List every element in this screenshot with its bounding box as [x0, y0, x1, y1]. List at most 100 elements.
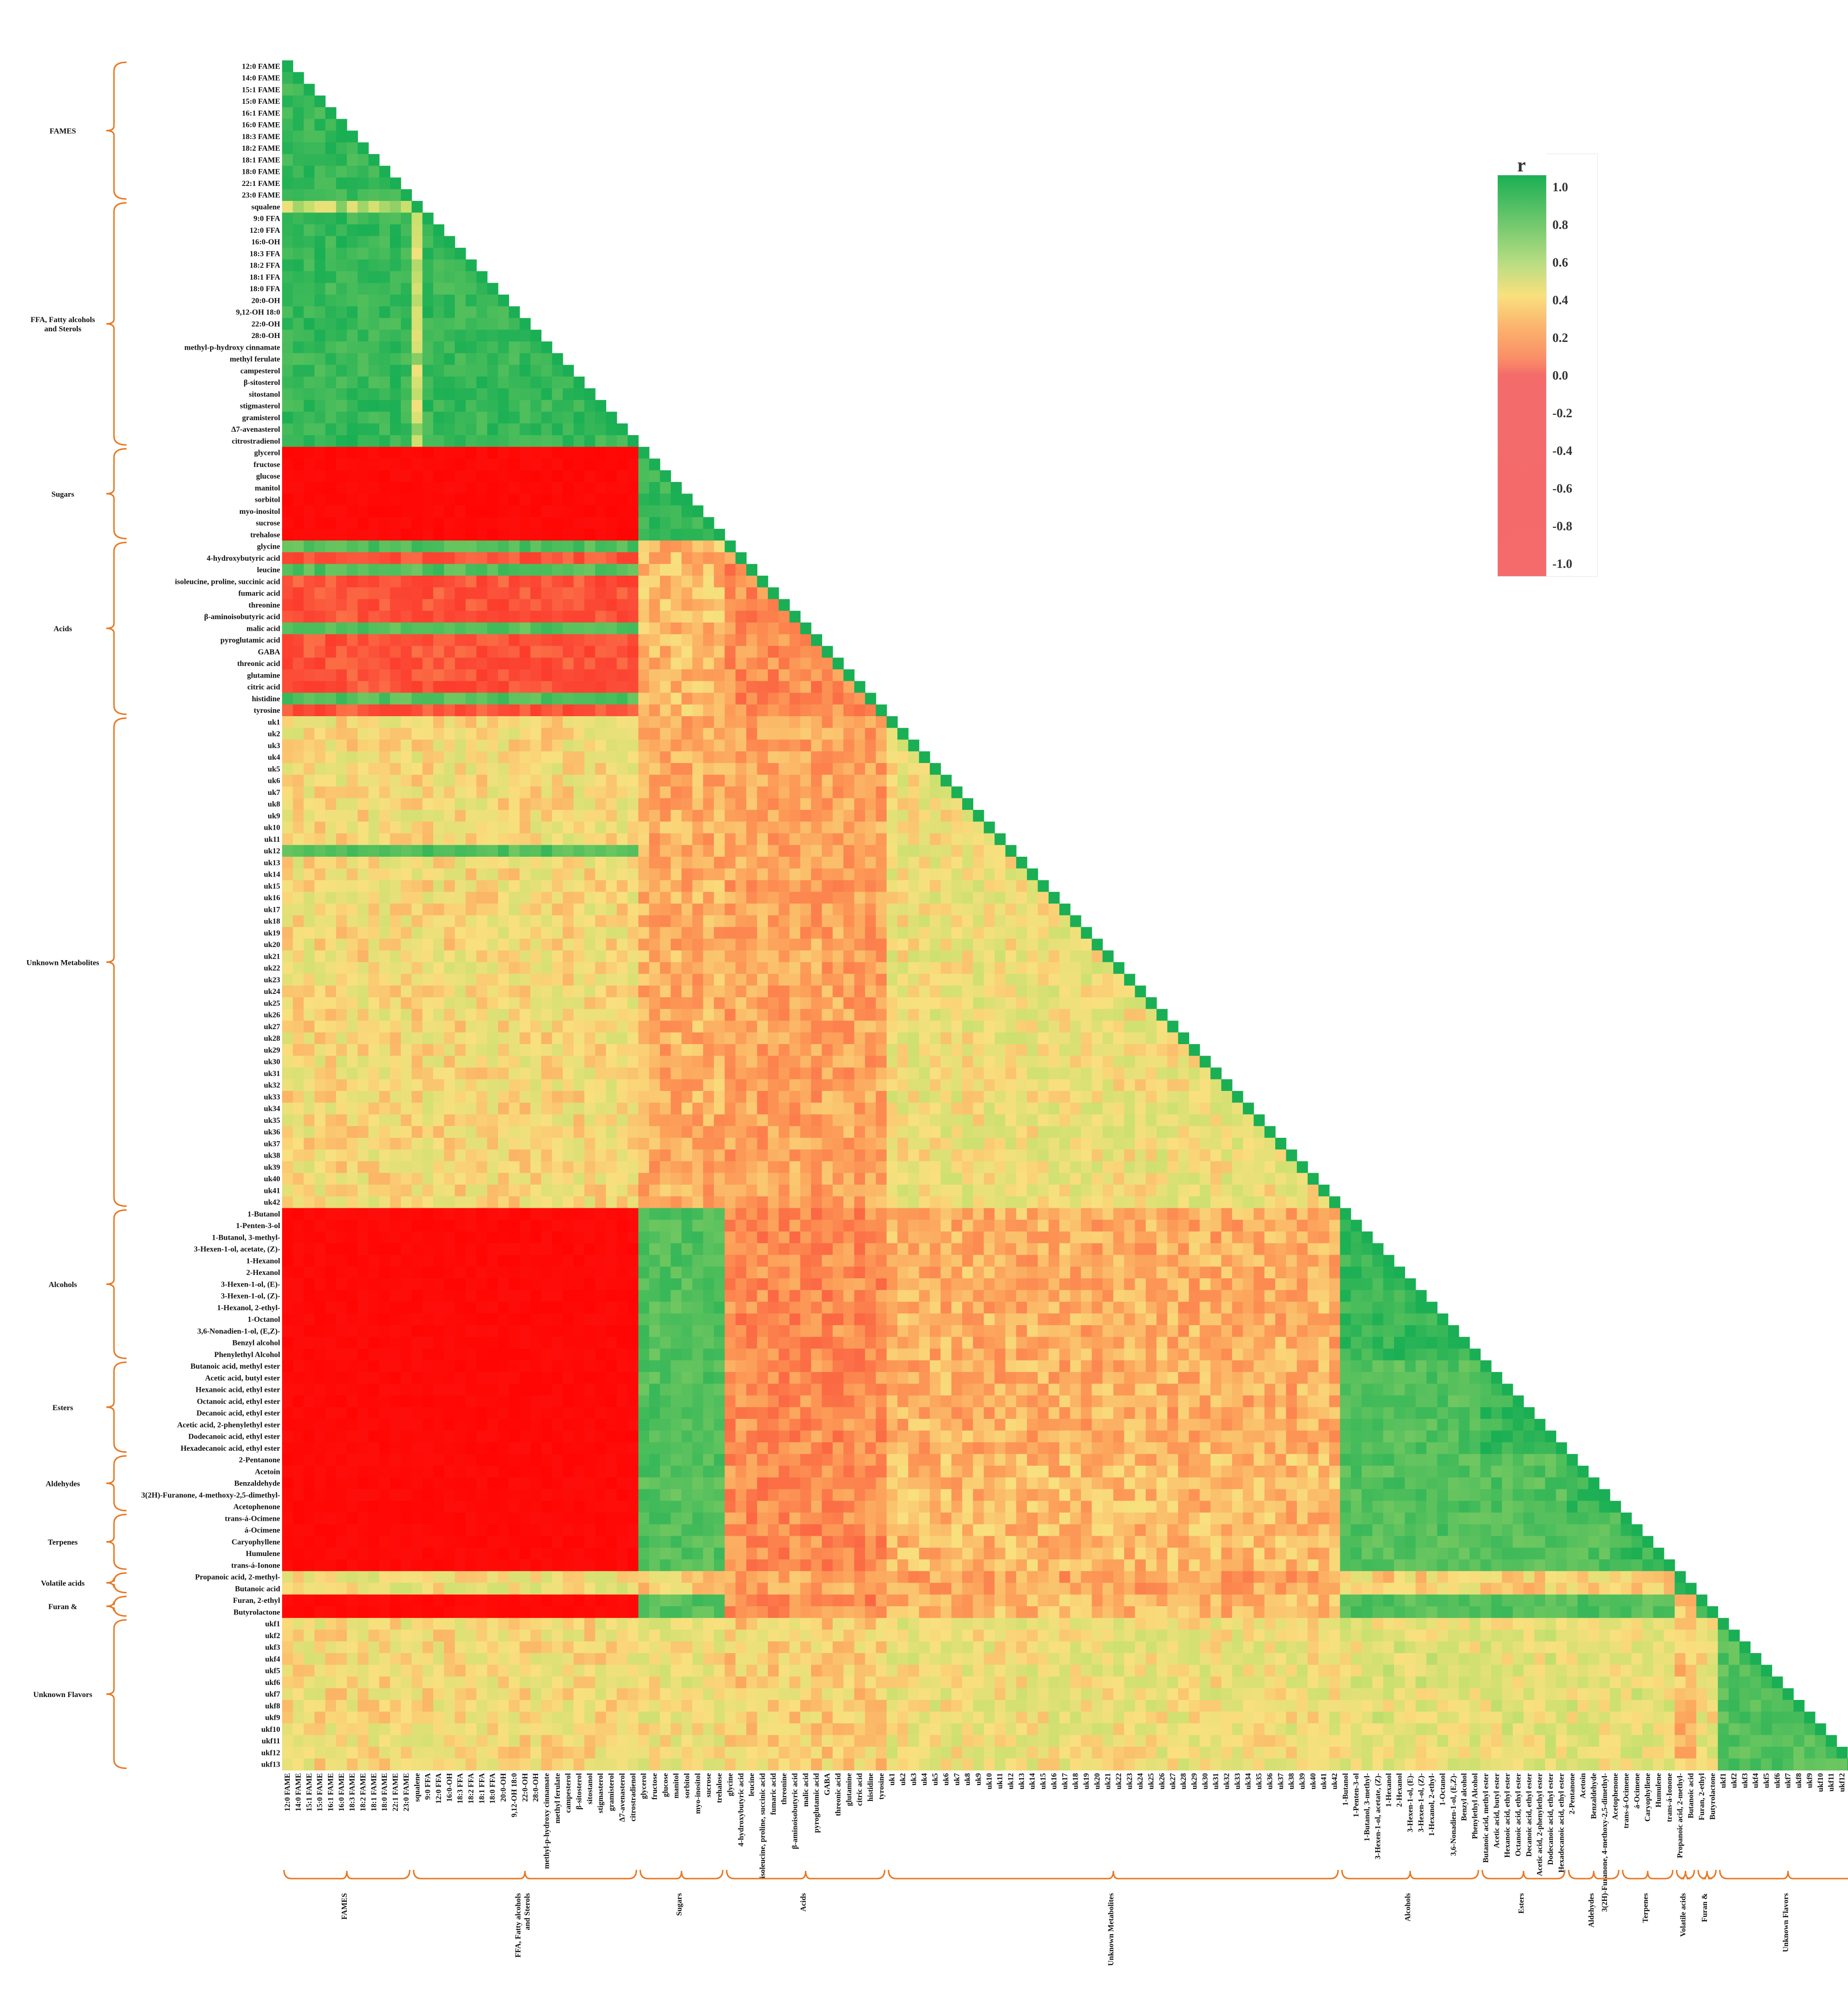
heatmap-cell: [412, 985, 423, 998]
heatmap-cell: [595, 798, 607, 810]
heatmap-cell: [347, 1196, 358, 1209]
heatmap-cell: [692, 1149, 704, 1162]
heatmap-cell: [908, 857, 920, 869]
heatmap-cell: [638, 552, 650, 565]
heatmap-cell: [1113, 1091, 1124, 1103]
heatmap-cell: [822, 1114, 833, 1127]
heatmap-cell: [1308, 1173, 1319, 1185]
heatmap-cell: [854, 728, 866, 740]
heatmap-cell: [347, 540, 358, 553]
heatmap-cell: [303, 681, 315, 693]
heatmap-cell: [649, 997, 660, 1009]
heatmap-cell: [509, 1196, 520, 1209]
heatmap-cell: [314, 891, 326, 904]
heatmap-cell: [379, 529, 391, 541]
heatmap-cell: [897, 763, 909, 775]
heatmap-cell: [293, 329, 304, 342]
heatmap-cell: [940, 1149, 952, 1162]
heatmap-cell: [1102, 1044, 1114, 1056]
heatmap-cell: [811, 786, 823, 799]
heatmap-cell: [1135, 1149, 1146, 1162]
heatmap-cell: [433, 458, 444, 471]
heatmap-cell: [768, 915, 779, 928]
heatmap-cell: [779, 962, 790, 975]
heatmap-cell: [843, 716, 855, 728]
heatmap-cell: [293, 236, 304, 248]
heatmap-cell: [768, 1219, 779, 1232]
heatmap-cell: [1102, 1009, 1114, 1021]
heatmap-cell: [854, 1032, 866, 1045]
heatmap-cell: [541, 693, 553, 705]
heatmap-cell: [768, 868, 779, 881]
heatmap-cell: [303, 447, 315, 459]
heatmap-cell: [465, 295, 477, 307]
heatmap-cell: [487, 341, 498, 354]
heatmap-cell: [670, 845, 682, 857]
heatmap-cell: [368, 259, 380, 272]
heatmap-cell: [357, 236, 369, 248]
heatmap-cell: [282, 997, 293, 1009]
heatmap-cell: [530, 447, 541, 459]
heatmap-cell: [703, 529, 714, 541]
heatmap-cell: [498, 1185, 509, 1197]
heatmap-cell: [465, 693, 477, 705]
heatmap-cell: [714, 529, 725, 541]
heatmap-cell: [822, 810, 833, 822]
heatmap-cell: [282, 341, 293, 354]
heatmap-cell: [390, 494, 401, 506]
heatmap-cell: [498, 529, 509, 541]
heatmap-cell: [714, 1056, 725, 1068]
heatmap-cell: [541, 927, 553, 939]
heatmap-cell: [995, 857, 1006, 869]
heatmap-cell: [303, 728, 315, 740]
heatmap-cell: [303, 154, 315, 166]
heatmap-cell: [606, 915, 617, 928]
heatmap-cell: [854, 1138, 866, 1150]
heatmap-cell: [347, 623, 358, 635]
heatmap-cell: [465, 1196, 477, 1209]
heatmap-cell: [314, 693, 326, 705]
heatmap-cell: [444, 1196, 455, 1209]
heatmap-cell: [1156, 1196, 1168, 1209]
heatmap-cell: [444, 915, 455, 928]
heatmap-cell: [552, 646, 563, 658]
heatmap-cell: [595, 470, 607, 482]
heatmap-cell: [293, 704, 304, 717]
heatmap-cell: [843, 1126, 855, 1138]
heatmap-cell: [681, 1020, 693, 1033]
heatmap-cell: [703, 1138, 714, 1150]
heatmap-cell: [422, 329, 434, 342]
heatmap-cell: [433, 470, 444, 482]
heatmap-cell: [919, 857, 930, 869]
heatmap-cell: [519, 657, 531, 670]
heatmap-cell: [757, 997, 768, 1009]
heatmap-cell: [822, 1161, 833, 1174]
heatmap-cell: [811, 904, 823, 916]
heatmap-cell: [455, 1103, 466, 1115]
heatmap-cell: [854, 915, 866, 928]
heatmap-cell: [789, 775, 801, 787]
heatmap-cell: [757, 974, 768, 986]
heatmap-cell: [649, 821, 660, 834]
heatmap-cell: [357, 318, 369, 330]
heatmap-cell: [476, 716, 488, 728]
heatmap-cell: [1005, 1196, 1017, 1209]
heatmap-cell: [412, 248, 423, 260]
heatmap-cell: [433, 494, 444, 506]
heatmap-cell: [412, 891, 423, 904]
heatmap-cell: [1059, 1161, 1071, 1174]
heatmap-cell: [476, 634, 488, 647]
heatmap-cell: [757, 1056, 768, 1068]
heatmap-cell: [919, 1173, 930, 1185]
heatmap-cell: [854, 693, 866, 705]
heatmap-cell: [725, 716, 736, 728]
heatmap-cell: [1016, 1056, 1027, 1068]
heatmap-cell: [325, 1196, 337, 1209]
heatmap-cell: [779, 1103, 790, 1115]
heatmap-cell: [789, 1056, 801, 1068]
heatmap-cell: [660, 915, 671, 928]
heatmap-cell: [541, 435, 553, 447]
heatmap-cell: [390, 470, 401, 482]
heatmap-cell: [573, 1173, 585, 1185]
heatmap-cell: [314, 482, 326, 494]
